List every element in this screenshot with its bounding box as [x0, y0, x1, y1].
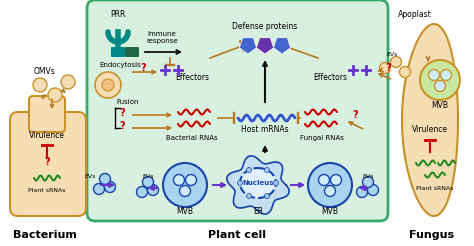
Circle shape [137, 186, 147, 198]
Ellipse shape [240, 168, 276, 198]
Text: Fungal RNAs: Fungal RNAs [300, 135, 344, 141]
Circle shape [319, 174, 329, 185]
Text: ?: ? [44, 157, 50, 167]
Circle shape [185, 174, 197, 185]
Circle shape [180, 185, 191, 197]
Circle shape [264, 168, 270, 172]
Text: Bacterium: Bacterium [13, 230, 77, 240]
Text: Virulence: Virulence [29, 130, 65, 139]
Text: ?: ? [352, 110, 358, 120]
Circle shape [102, 79, 114, 91]
Circle shape [237, 181, 243, 185]
Text: Plant cell: Plant cell [208, 230, 266, 240]
Circle shape [356, 186, 367, 198]
Text: ?: ? [119, 108, 125, 118]
Text: Bacterial RNAs: Bacterial RNAs [166, 135, 218, 141]
Text: Plant sRNAs: Plant sRNAs [416, 185, 454, 190]
Circle shape [95, 72, 121, 98]
Polygon shape [402, 24, 458, 216]
Text: Virulence: Virulence [412, 125, 448, 135]
Circle shape [246, 194, 252, 199]
Circle shape [104, 182, 116, 193]
Circle shape [33, 78, 47, 92]
Polygon shape [227, 156, 289, 214]
Circle shape [325, 185, 336, 197]
Circle shape [420, 60, 460, 100]
Text: EVs: EVs [84, 173, 96, 179]
Text: EVs: EVs [362, 173, 374, 179]
Text: Apoplast: Apoplast [398, 10, 432, 19]
Circle shape [367, 184, 379, 196]
Text: Plant sRNAs: Plant sRNAs [28, 187, 66, 193]
Circle shape [308, 163, 352, 207]
Circle shape [61, 75, 75, 89]
Circle shape [246, 168, 252, 172]
Text: MVB: MVB [321, 207, 338, 216]
Circle shape [363, 176, 374, 187]
Circle shape [100, 173, 110, 184]
Circle shape [163, 163, 207, 207]
Circle shape [264, 194, 270, 199]
Text: PRR: PRR [110, 10, 126, 19]
Text: MVB: MVB [176, 207, 193, 216]
Circle shape [173, 174, 184, 185]
FancyBboxPatch shape [125, 47, 139, 57]
FancyBboxPatch shape [29, 96, 65, 132]
Text: ER: ER [253, 207, 263, 216]
FancyBboxPatch shape [87, 0, 388, 221]
Circle shape [143, 176, 154, 187]
Circle shape [400, 66, 410, 77]
Text: MVB: MVB [431, 101, 448, 109]
Circle shape [440, 70, 452, 80]
Text: Fungus: Fungus [410, 230, 455, 240]
Text: ?: ? [119, 121, 125, 131]
Circle shape [435, 80, 446, 92]
Text: Effectors: Effectors [313, 74, 347, 82]
Circle shape [93, 184, 104, 195]
Circle shape [147, 184, 158, 196]
Text: Endocytosis: Endocytosis [99, 62, 141, 68]
FancyBboxPatch shape [10, 112, 86, 216]
Text: Fusion: Fusion [117, 99, 139, 105]
Text: OMVs: OMVs [34, 67, 56, 77]
FancyBboxPatch shape [111, 47, 125, 57]
Text: Defense proteins: Defense proteins [232, 22, 298, 31]
Text: Immune
response: Immune response [146, 31, 178, 45]
Circle shape [428, 70, 439, 80]
Text: Effectors: Effectors [175, 74, 209, 82]
Text: Host mRNAs: Host mRNAs [241, 125, 289, 135]
Text: ?: ? [385, 63, 391, 73]
Text: ?: ? [140, 63, 146, 73]
Text: EVs: EVs [142, 173, 154, 179]
Text: EVs: EVs [386, 52, 398, 58]
Circle shape [330, 174, 341, 185]
Circle shape [380, 62, 391, 74]
Circle shape [391, 57, 401, 67]
Text: Nucleus: Nucleus [242, 180, 274, 186]
Circle shape [273, 181, 279, 185]
Circle shape [48, 88, 62, 102]
